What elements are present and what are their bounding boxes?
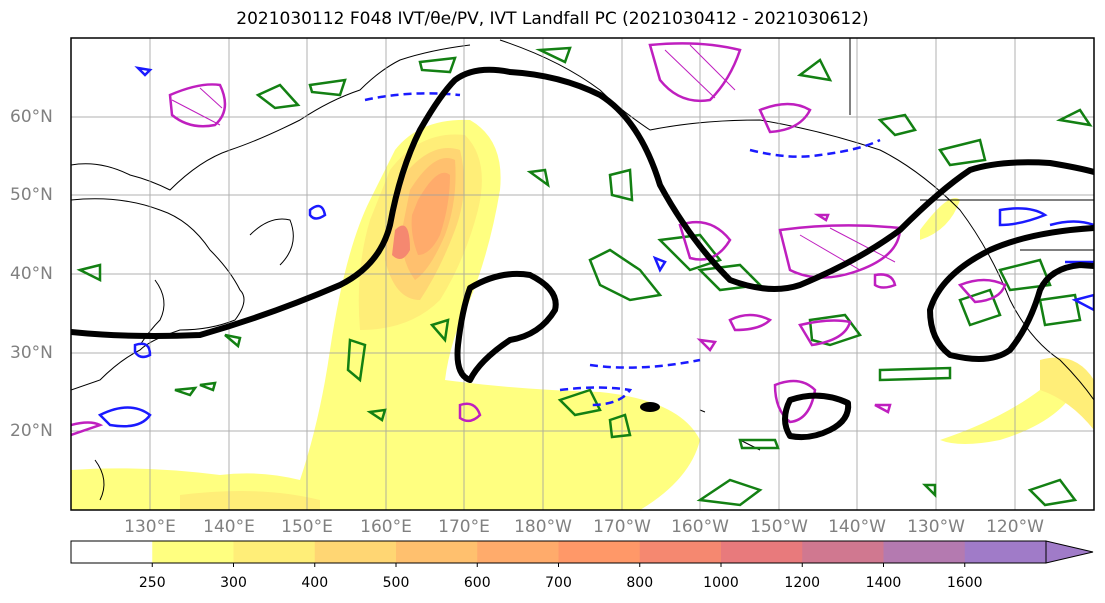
lon-label-160w: 160°W [671, 517, 729, 537]
colorbar-tick-label: 400 [301, 575, 329, 591]
lon-label-120w: 120°W [986, 517, 1044, 537]
colorbar-tick-label: 600 [463, 575, 491, 591]
map-frame [70, 37, 1095, 511]
colorbar-tick-label: 1200 [784, 575, 821, 591]
lat-label-60n: 60°N [10, 107, 53, 127]
colorbar-tick-label: 1000 [703, 575, 739, 591]
colorbar-tick-label: 800 [626, 575, 654, 591]
lon-label-170e: 170°E [438, 517, 490, 537]
colorbar-tick-label: 1400 [865, 575, 902, 591]
lat-label-50n: 50°N [10, 185, 53, 205]
colorbar-tick-label: 250 [138, 575, 166, 591]
colorbar-tick-label: 500 [382, 575, 410, 591]
colorbar-tick-label: 300 [220, 575, 247, 591]
theta-e-contours [76, 46, 1093, 507]
lon-label-130w: 130°W [907, 517, 965, 537]
lon-label-150w: 150°W [750, 517, 808, 537]
colorbar-tick-label: 1600 [946, 575, 983, 591]
lat-label-40n: 40°N [10, 264, 53, 284]
lon-label-150e: 150°E [281, 517, 333, 537]
colorbar-tick-label: 700 [545, 575, 572, 591]
grid-lines [71, 38, 1094, 510]
lat-label-30n: 30°N [10, 343, 53, 363]
pv-contours [97, 66, 1094, 428]
ivt-landfall-contour [71, 66, 1094, 441]
lat-label-20n: 20°N [10, 421, 53, 441]
lon-label-160e: 160°E [360, 517, 412, 537]
lon-label-130e: 130°E [124, 517, 176, 537]
lon-label-140w: 140°W [828, 517, 886, 537]
lon-label-140e: 140°E [203, 517, 255, 537]
map-title: 2021030112 F048 IVT/θe/PV, IVT Landfall … [236, 9, 869, 29]
lon-label-170w: 170°W [593, 517, 651, 537]
lon-label-180w: 180°W [514, 517, 572, 537]
